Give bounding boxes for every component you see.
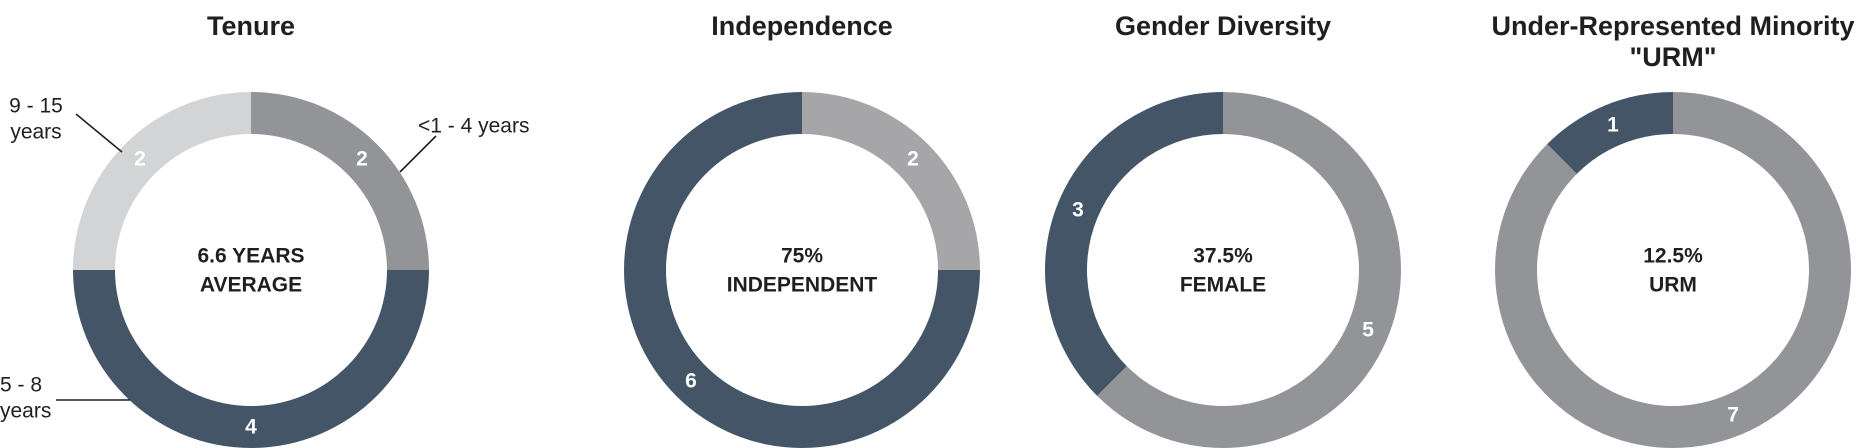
donut-slice bbox=[73, 270, 429, 448]
chart-title: Under-Represented Minority bbox=[1491, 11, 1854, 41]
donut-slice bbox=[1045, 92, 1223, 396]
slice-value-label: 2 bbox=[134, 147, 146, 170]
center-label: 75% bbox=[781, 245, 823, 268]
callout-label: years bbox=[0, 400, 51, 423]
chart-title: Independence bbox=[711, 11, 893, 41]
slice-value-label: 1 bbox=[1607, 113, 1619, 136]
chart-title: Gender Diversity bbox=[1115, 11, 1331, 41]
slice-value-label: 2 bbox=[356, 147, 368, 170]
donut-slice bbox=[1097, 92, 1401, 448]
center-label: URM bbox=[1649, 274, 1697, 297]
donut-slice bbox=[802, 92, 980, 270]
slice-value-label: 5 bbox=[1362, 319, 1374, 342]
callout-label: years bbox=[10, 121, 61, 144]
donut-chart-1: Tenure 2 4 2 6.6 YEARS AVERAGE bbox=[73, 11, 429, 448]
slice-value-label: 3 bbox=[1072, 198, 1084, 221]
callout-leader-line bbox=[399, 135, 437, 173]
center-label: 6.6 YEARS bbox=[198, 245, 305, 268]
center-label: 37.5% bbox=[1193, 245, 1253, 268]
center-label: AVERAGE bbox=[200, 274, 302, 297]
donut-slice bbox=[73, 92, 251, 270]
donut-chart-4: Under-Represented Minority"URM" 7 1 12.5% UR… bbox=[1491, 11, 1855, 448]
callout-label: <1 - 4 years bbox=[418, 115, 529, 138]
callout-label: 5 - 8 bbox=[0, 374, 42, 397]
donut-chart-2: Independence 2 6 75% INDEPENDENT bbox=[624, 11, 980, 448]
center-label: 12.5% bbox=[1643, 245, 1703, 268]
slice-value-label: 7 bbox=[1727, 404, 1739, 427]
center-label: INDEPENDENT bbox=[727, 274, 878, 297]
chart-title: "URM" bbox=[1629, 42, 1716, 72]
slice-value-label: 4 bbox=[245, 416, 257, 439]
donut-slice bbox=[251, 92, 429, 270]
center-label: FEMALE bbox=[1180, 274, 1266, 297]
donut-slice bbox=[1494, 92, 1851, 448]
callout-label: 9 - 15 bbox=[9, 95, 63, 118]
slice-value-label: 6 bbox=[685, 370, 697, 393]
chart-title: Tenure bbox=[207, 11, 295, 41]
donut-slice bbox=[1547, 92, 1673, 174]
donut-chart-3: Gender Diversity 5 3 37.5% FEMALE bbox=[1045, 11, 1401, 448]
callout-leader-line bbox=[75, 113, 123, 153]
tenure-callouts: <1 - 4 years 9 - 15 years 5 - 8 years bbox=[0, 95, 529, 423]
slice-value-label: 2 bbox=[907, 147, 919, 170]
